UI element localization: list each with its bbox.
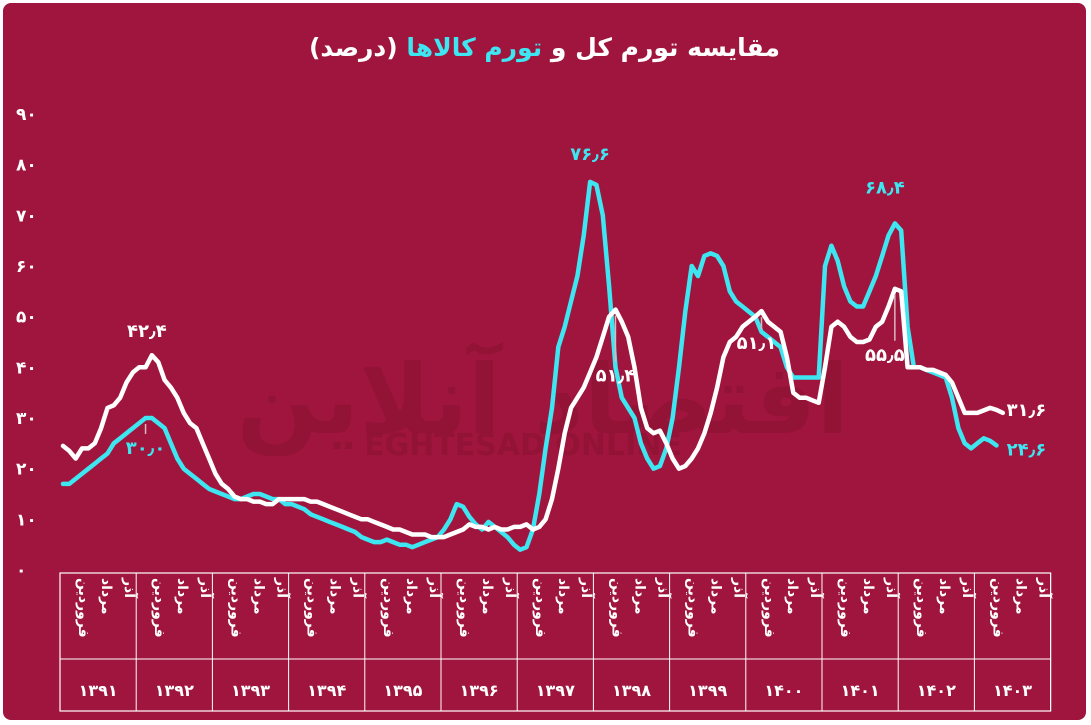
- year-label: ۱۳۹۱: [79, 681, 118, 700]
- month-label: مرداد: [860, 578, 876, 615]
- data-label: ۵۱٫۱: [737, 333, 777, 354]
- month-label: مرداد: [250, 578, 266, 615]
- year-label: ۱۳۹۴: [307, 681, 346, 700]
- y-tick-label: ۳۰: [16, 409, 37, 429]
- month-label: فروردین: [304, 578, 320, 638]
- y-tick-label: ۶۰: [16, 257, 37, 277]
- month-label: آذر: [807, 577, 825, 599]
- year-label: ۱۳۹۶: [460, 681, 499, 700]
- data-label: ۲۴٫۶: [1007, 439, 1047, 460]
- y-tick-label: ۷۰: [16, 206, 37, 226]
- year-label: ۱۴۰۰: [764, 681, 803, 700]
- y-tick-label: ۵۰: [16, 308, 37, 328]
- y-tick-label: ۹۰: [16, 105, 37, 125]
- data-labels: ۴۲٫۴ ۳۰٫۰ ۷۶٫۶ ۵۱٫۴ ۵۱٫۱ ۶۸٫۴ ۵۵٫۵ ۳۱٫۶ ۲۴٫۶: [126, 144, 1047, 460]
- month-label: آذر: [502, 577, 520, 599]
- y-axis: ۰ ۱۰ ۲۰ ۳۰ ۴۰ ۵۰ ۶۰ ۷۰ ۸۰ ۹۰: [16, 105, 37, 581]
- month-label: آذر: [350, 577, 368, 599]
- year-label: ۱۴۰۱: [841, 681, 880, 700]
- year-label: ۱۳۹۵: [383, 681, 422, 700]
- month-label: فروردین: [685, 578, 701, 638]
- month-label: مرداد: [403, 578, 419, 615]
- title-part-2: (درصد): [309, 33, 398, 62]
- y-tick-label: ۲۰: [16, 460, 37, 480]
- month-label: مرداد: [98, 578, 114, 615]
- month-label: آذر: [1035, 577, 1053, 599]
- month-label: آذر: [273, 577, 291, 599]
- month-label: مرداد: [174, 578, 190, 615]
- data-label: ۳۱٫۶: [1007, 400, 1047, 421]
- chart-title: مقایسه تورم کل و تورم کالاها (درصد): [3, 33, 1086, 62]
- y-tick-label: ۴۰: [16, 358, 37, 378]
- month-label: آذر: [654, 577, 672, 599]
- data-label: ۶۸٫۴: [865, 177, 905, 198]
- month-label: آذر: [731, 577, 749, 599]
- data-label: ۵۱٫۴: [596, 366, 636, 387]
- y-tick-label: ۰: [16, 561, 26, 581]
- year-label: ۱۳۹۲: [155, 681, 194, 700]
- month-label: فروردین: [913, 578, 929, 638]
- y-tick-label: ۸۰: [16, 156, 37, 176]
- month-label: فروردین: [761, 578, 777, 638]
- month-label: مرداد: [555, 578, 571, 615]
- month-label: مرداد: [708, 578, 724, 615]
- month-label: فروردین: [989, 578, 1005, 638]
- month-label: آذر: [578, 577, 596, 599]
- month-label: مرداد: [936, 578, 952, 615]
- year-label: ۱۳۹۳: [231, 681, 270, 700]
- year-label: ۱۴۰۲: [917, 681, 956, 700]
- year-label: ۱۳۹۷: [536, 681, 575, 700]
- data-label: ۵۵٫۵: [865, 345, 905, 366]
- month-label: فروردین: [608, 578, 624, 638]
- y-tick-label: ۱۰: [16, 510, 37, 530]
- month-label: مرداد: [1012, 578, 1028, 615]
- month-label: آذر: [426, 577, 444, 599]
- chart-frame: مقایسه تورم کل و تورم کالاها (درصد) اقتص…: [3, 3, 1086, 720]
- watermark-subtext: EGHTESAD ONLINE: [364, 428, 682, 463]
- month-label: فروردین: [75, 578, 91, 638]
- month-label: فروردین: [837, 578, 853, 638]
- title-part-1: مقایسه تورم کل و: [550, 33, 780, 62]
- month-label: مرداد: [479, 578, 495, 615]
- month-label: آذر: [959, 577, 977, 599]
- month-label: مرداد: [784, 578, 800, 615]
- data-label: ۳۰٫۰: [126, 438, 166, 459]
- month-label: فروردین: [380, 578, 396, 638]
- month-label: فروردین: [456, 578, 472, 638]
- series-lines: [60, 179, 1006, 552]
- series-line-goods: [60, 179, 999, 552]
- data-label: ۷۶٫۶: [570, 144, 610, 165]
- month-label: فروردین: [151, 578, 167, 638]
- year-label: ۱۳۹۹: [688, 681, 727, 700]
- series-line-total: [60, 286, 1006, 540]
- month-label: آذر: [883, 577, 901, 599]
- x-axis: ۱۳۹۱ فروردین مرداد آذر ۱۳۹۲ فروردین مرداد آذر ۱۳…: [59, 572, 1053, 712]
- data-label: ۴۲٫۴: [127, 321, 167, 342]
- month-label: فروردین: [532, 578, 548, 638]
- watermark-text: اقتصاد آنلاین: [237, 341, 850, 456]
- year-label: ۱۳۹۸: [612, 681, 651, 700]
- year-label: ۱۴۰۳: [993, 681, 1032, 700]
- month-label: مرداد: [631, 578, 647, 615]
- month-label: آذر: [197, 577, 215, 599]
- title-highlight: تورم کالاها: [406, 33, 543, 62]
- month-label: مرداد: [327, 578, 343, 615]
- month-label: آذر: [121, 577, 139, 599]
- month-label: فروردین: [227, 578, 243, 638]
